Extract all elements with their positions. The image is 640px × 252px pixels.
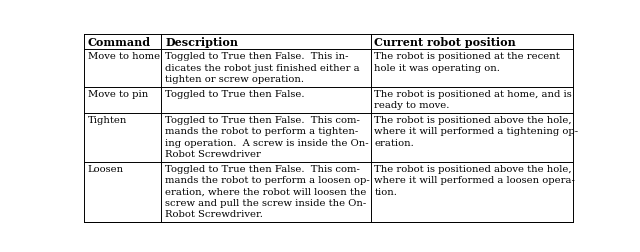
Text: Robot Screwdriver.: Robot Screwdriver.: [165, 209, 263, 218]
Text: Toggled to True then False.  This com-: Toggled to True then False. This com-: [165, 116, 360, 125]
Text: Tighten: Tighten: [88, 116, 127, 125]
Text: tighten or screw operation.: tighten or screw operation.: [165, 75, 304, 84]
Text: Command: Command: [88, 37, 151, 48]
Text: Toggled to True then False.: Toggled to True then False.: [165, 89, 305, 99]
Text: The robot is positioned above the hole,: The robot is positioned above the hole,: [374, 116, 572, 125]
Text: mands the robot to perform a tighten-: mands the robot to perform a tighten-: [165, 127, 358, 136]
Text: Description: Description: [165, 37, 238, 48]
Text: Loosen: Loosen: [88, 164, 124, 173]
Text: eration.: eration.: [374, 138, 414, 147]
Text: Move to home: Move to home: [88, 52, 160, 61]
Text: Current robot position: Current robot position: [374, 37, 516, 48]
Text: eration, where the robot will loosen the: eration, where the robot will loosen the: [165, 187, 367, 196]
Text: Robot Screwdriver: Robot Screwdriver: [165, 149, 261, 158]
Text: Toggled to True then False.  This com-: Toggled to True then False. This com-: [165, 164, 360, 173]
Text: mands the robot to perform a loosen op-: mands the robot to perform a loosen op-: [165, 176, 370, 184]
Text: Toggled to True then False.  This in-: Toggled to True then False. This in-: [165, 52, 349, 61]
Text: The robot is positioned at the recent: The robot is positioned at the recent: [374, 52, 560, 61]
Text: hole it was operating on.: hole it was operating on.: [374, 63, 500, 72]
Text: The robot is positioned above the hole,: The robot is positioned above the hole,: [374, 164, 572, 173]
Text: screw and pull the screw inside the On-: screw and pull the screw inside the On-: [165, 198, 367, 207]
Text: where it will performed a loosen opera-: where it will performed a loosen opera-: [374, 176, 575, 184]
Text: Move to pin: Move to pin: [88, 89, 148, 99]
Text: tion.: tion.: [374, 187, 397, 196]
Text: ing operation.  A screw is inside the On-: ing operation. A screw is inside the On-: [165, 138, 369, 147]
Text: dicates the robot just finished either a: dicates the robot just finished either a: [165, 63, 360, 72]
Text: where it will performed a tightening op-: where it will performed a tightening op-: [374, 127, 579, 136]
Text: ready to move.: ready to move.: [374, 101, 450, 110]
Text: The robot is positioned at home, and is: The robot is positioned at home, and is: [374, 89, 572, 99]
